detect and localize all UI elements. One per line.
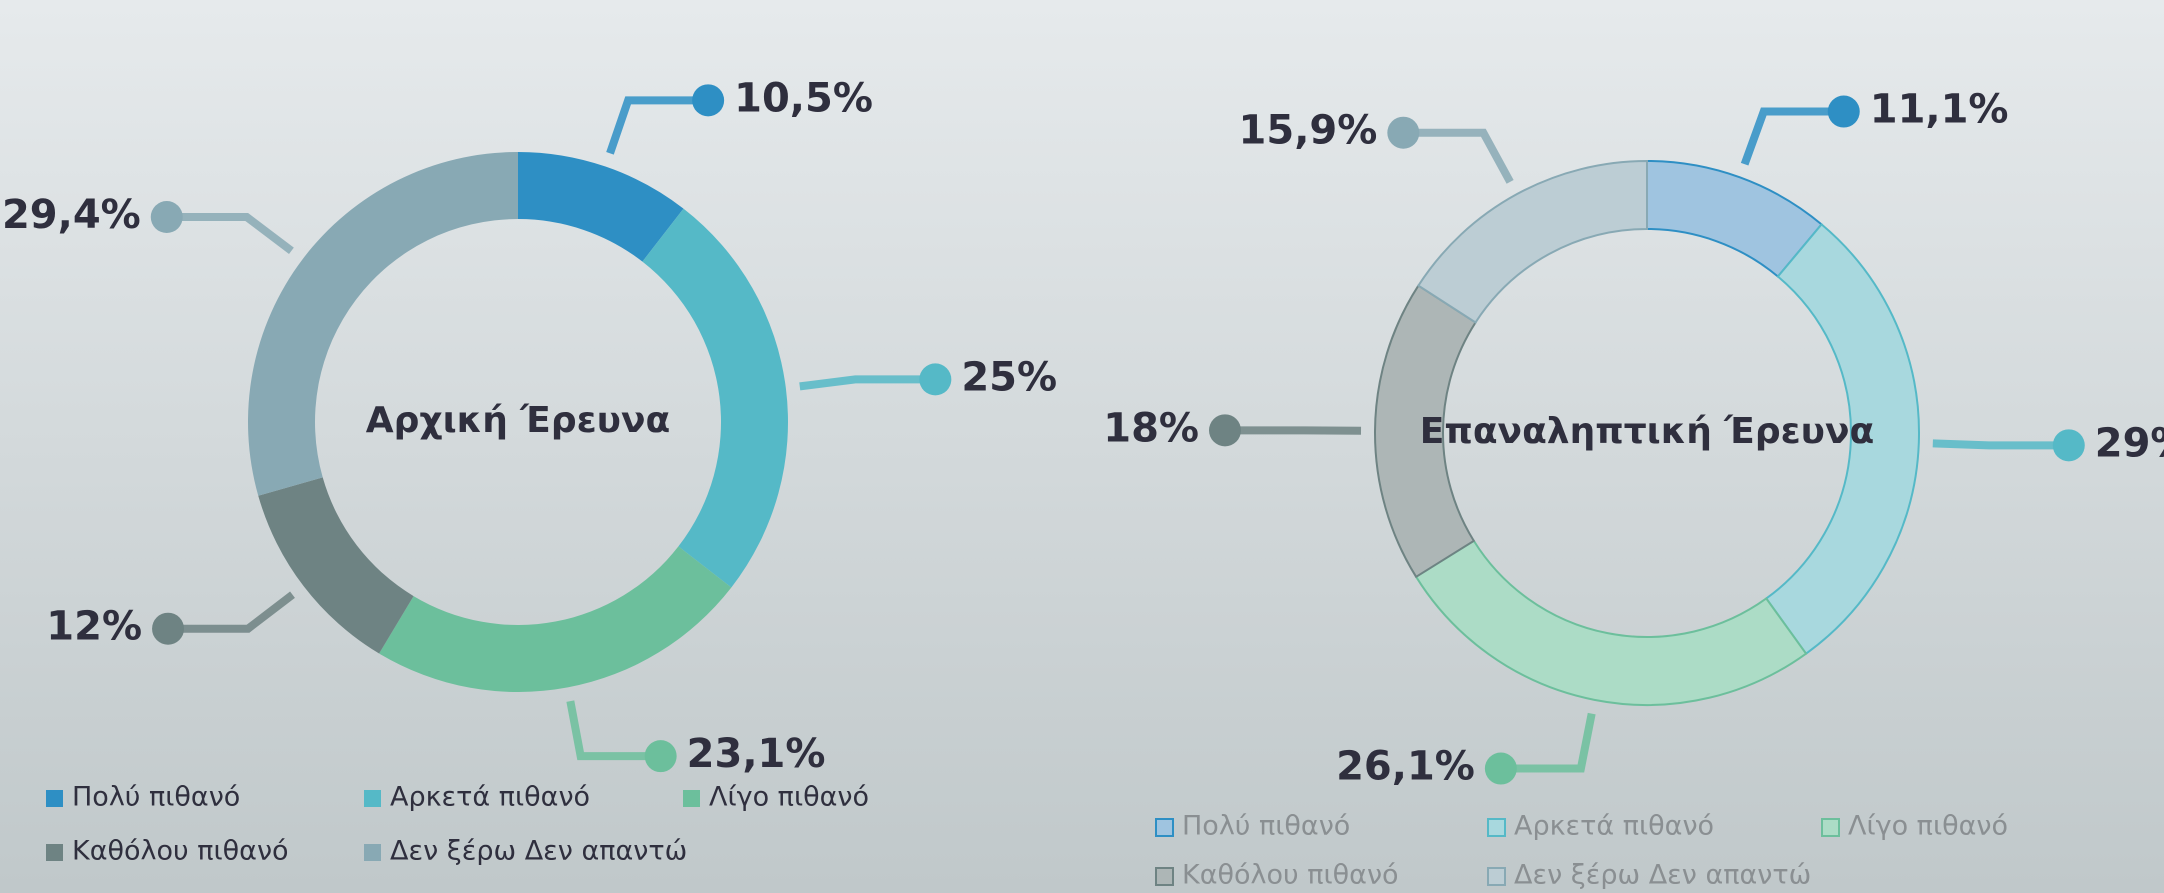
legend-swatch bbox=[1487, 867, 1506, 886]
legend-label: Πολύ πιθανό bbox=[72, 782, 240, 813]
legend-swatch bbox=[46, 790, 63, 807]
center-title: Αρχική Έρευνα bbox=[366, 400, 670, 441]
legend-label: Δεν ξέρω Δεν απαντώ bbox=[390, 836, 687, 867]
data-label: 18% bbox=[1103, 405, 1199, 451]
donut-slice bbox=[258, 477, 414, 654]
legend-swatch bbox=[1155, 818, 1174, 837]
donut-slice bbox=[642, 208, 788, 588]
legend-swatch bbox=[1821, 818, 1840, 837]
legend-swatch bbox=[1487, 818, 1506, 837]
data-label: 12% bbox=[46, 604, 142, 650]
legend-label: Λίγο πιθανό bbox=[1848, 811, 2008, 842]
donut-slice bbox=[379, 546, 732, 692]
legend-label: Αρκετά πιθανό bbox=[390, 782, 590, 813]
leader-dot bbox=[1387, 116, 1420, 149]
data-label: 15,9% bbox=[1239, 108, 1378, 154]
leader-line bbox=[1932, 439, 2069, 450]
leader-dot bbox=[692, 84, 725, 117]
data-label: 10,5% bbox=[734, 75, 873, 121]
donut-slice bbox=[1417, 159, 1648, 324]
leader-line bbox=[166, 213, 294, 254]
data-label: 25% bbox=[961, 354, 1057, 400]
leader-dot bbox=[152, 612, 185, 645]
data-label: 26,1% bbox=[1336, 744, 1475, 790]
legend-label: Αρκετά πιθανό bbox=[1514, 811, 1714, 842]
legend-label: Καθόλου πιθανό bbox=[72, 836, 289, 867]
leader-dot bbox=[2052, 429, 2085, 462]
data-label: 11,1% bbox=[1870, 87, 2009, 133]
leader-dot bbox=[919, 363, 952, 396]
leader-line bbox=[1740, 107, 1844, 166]
legend-swatch bbox=[46, 844, 63, 861]
leader-line bbox=[1403, 128, 1514, 184]
legend-swatch bbox=[364, 844, 381, 861]
legend-swatch bbox=[364, 790, 381, 807]
legend-label: Πολύ πιθανό bbox=[1182, 811, 1350, 842]
leader-line bbox=[168, 591, 295, 633]
leader-line bbox=[566, 700, 661, 761]
legend-label: Δεν ξέρω Δεν απαντώ bbox=[1514, 860, 1811, 891]
donut-slice bbox=[248, 152, 518, 496]
data-label: 29% bbox=[2095, 420, 2164, 466]
legend-label: Λίγο πιθανό bbox=[709, 782, 869, 813]
leader-dot bbox=[644, 740, 677, 773]
leader-line bbox=[1500, 712, 1596, 773]
legend-swatch bbox=[683, 790, 700, 807]
leader-dot bbox=[1209, 414, 1242, 447]
center-title: Επαναληπτική Έρευνα bbox=[1420, 411, 1875, 452]
leader-dot bbox=[150, 201, 183, 234]
leader-dot bbox=[1827, 95, 1860, 128]
legend-label: Καθόλου πιθανό bbox=[1182, 860, 1399, 891]
donut-slice bbox=[1764, 222, 1920, 656]
leader-line bbox=[799, 375, 936, 391]
donut-slice bbox=[518, 152, 684, 262]
leader-line bbox=[606, 96, 709, 155]
leader-dot bbox=[1484, 752, 1517, 785]
data-label: 23,1% bbox=[687, 731, 826, 777]
data-label: 29,4% bbox=[2, 192, 141, 238]
legend-swatch bbox=[1155, 867, 1174, 886]
donut-slice bbox=[1414, 539, 1808, 706]
